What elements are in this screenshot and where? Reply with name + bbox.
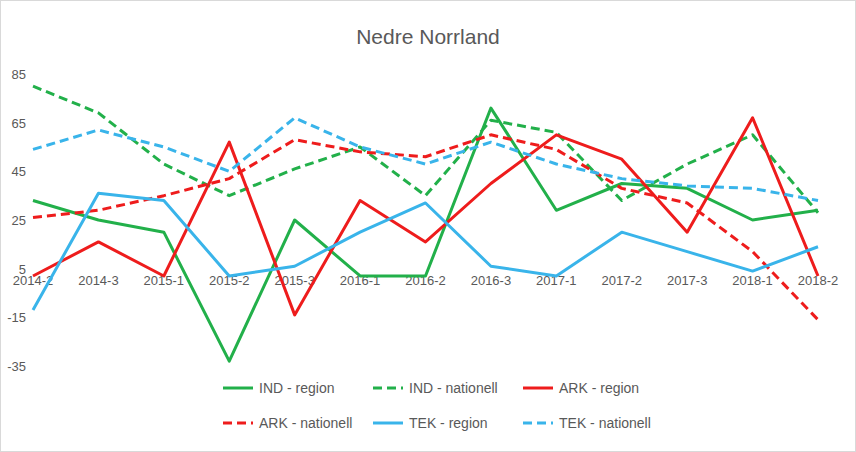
series-group bbox=[33, 86, 818, 361]
legend-swatch bbox=[523, 387, 553, 390]
legend-label: ARK - region bbox=[559, 380, 639, 396]
legend-label: IND - nationell bbox=[409, 380, 498, 396]
legend-label: TEK - nationell bbox=[559, 415, 651, 431]
y-tick-label: -15 bbox=[7, 310, 26, 325]
y-tick-label: -35 bbox=[7, 359, 26, 374]
series-line bbox=[33, 135, 818, 320]
legend-label: TEK - region bbox=[409, 415, 488, 431]
legend-swatch bbox=[373, 422, 403, 425]
y-tick-label: 25 bbox=[12, 213, 26, 228]
y-tick-label: 45 bbox=[12, 164, 26, 179]
legend-label: IND - region bbox=[259, 380, 334, 396]
x-tick-label: 2014-3 bbox=[78, 273, 118, 288]
chart-border bbox=[1, 1, 856, 452]
series-line bbox=[33, 118, 818, 201]
title: Nedre Norrland bbox=[356, 25, 500, 48]
series-line bbox=[33, 86, 818, 213]
x-tick-label: 2016-3 bbox=[471, 273, 511, 288]
x-tick-label: 2017-2 bbox=[602, 273, 642, 288]
legend-label: ARK - nationell bbox=[259, 415, 352, 431]
x-tick-label: 2018-1 bbox=[732, 273, 772, 288]
chart: Nedre Norrland-35-155254565852014-22014-… bbox=[0, 0, 856, 452]
legend-swatch bbox=[373, 387, 403, 390]
series-line bbox=[33, 193, 818, 310]
legend-swatch bbox=[523, 422, 553, 425]
series-line bbox=[33, 108, 818, 361]
series-line bbox=[33, 118, 818, 315]
legend-swatch bbox=[223, 422, 253, 425]
legend-swatch bbox=[223, 387, 253, 390]
y-tick-label: 65 bbox=[12, 116, 26, 131]
y-tick-label: 85 bbox=[12, 67, 26, 82]
x-tick-label: 2017-3 bbox=[667, 273, 707, 288]
